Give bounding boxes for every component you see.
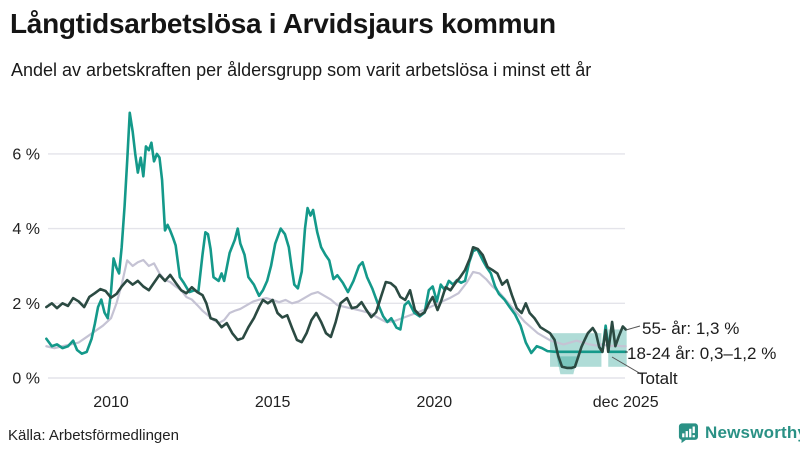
y-tick-label: 0 %: [12, 371, 40, 388]
annotation-total: Totalt: [637, 369, 678, 388]
series-line-55--r: [45, 245, 627, 370]
annotation-connector-0: [625, 325, 641, 331]
y-tick-label: 4 %: [12, 221, 40, 238]
page-title: Långtidsarbetslösa i Arvidsjaurs kommun: [10, 8, 556, 39]
annotation-18-24: 18-24 år: 0,3–1,2 %: [627, 344, 777, 363]
line-chart: 0 % 2 % 4 % 6 % 2010 2015 2020 dec 2025: [12, 111, 659, 411]
chart-subtitle: Andel av arbetskraften per åldersgrupp s…: [11, 60, 592, 80]
series-line-18-24-r: [45, 111, 627, 356]
y-tick-label: 6 %: [12, 146, 40, 163]
source-note: Källa: Arbetsförmedlingen: [8, 427, 179, 444]
x-tick-label: dec 2025: [593, 394, 659, 411]
newsworthy-logo[interactable]: Newsworthy: [677, 422, 800, 444]
x-tick-label: 2010: [93, 394, 129, 411]
annotation-55-plus: 55- år: 1,3 %: [642, 319, 740, 338]
x-tick-label: 2020: [417, 394, 453, 411]
uncertainty-band-inner: [556, 356, 578, 375]
newsworthy-wordmark: Newsworthy: [705, 423, 800, 442]
series-line-Totalt: [45, 258, 627, 350]
newsworthy-icon: [678, 423, 698, 444]
annotation-connector-2: [611, 356, 642, 375]
x-tick-label: 2015: [255, 394, 291, 411]
y-tick-label: 2 %: [12, 296, 40, 313]
